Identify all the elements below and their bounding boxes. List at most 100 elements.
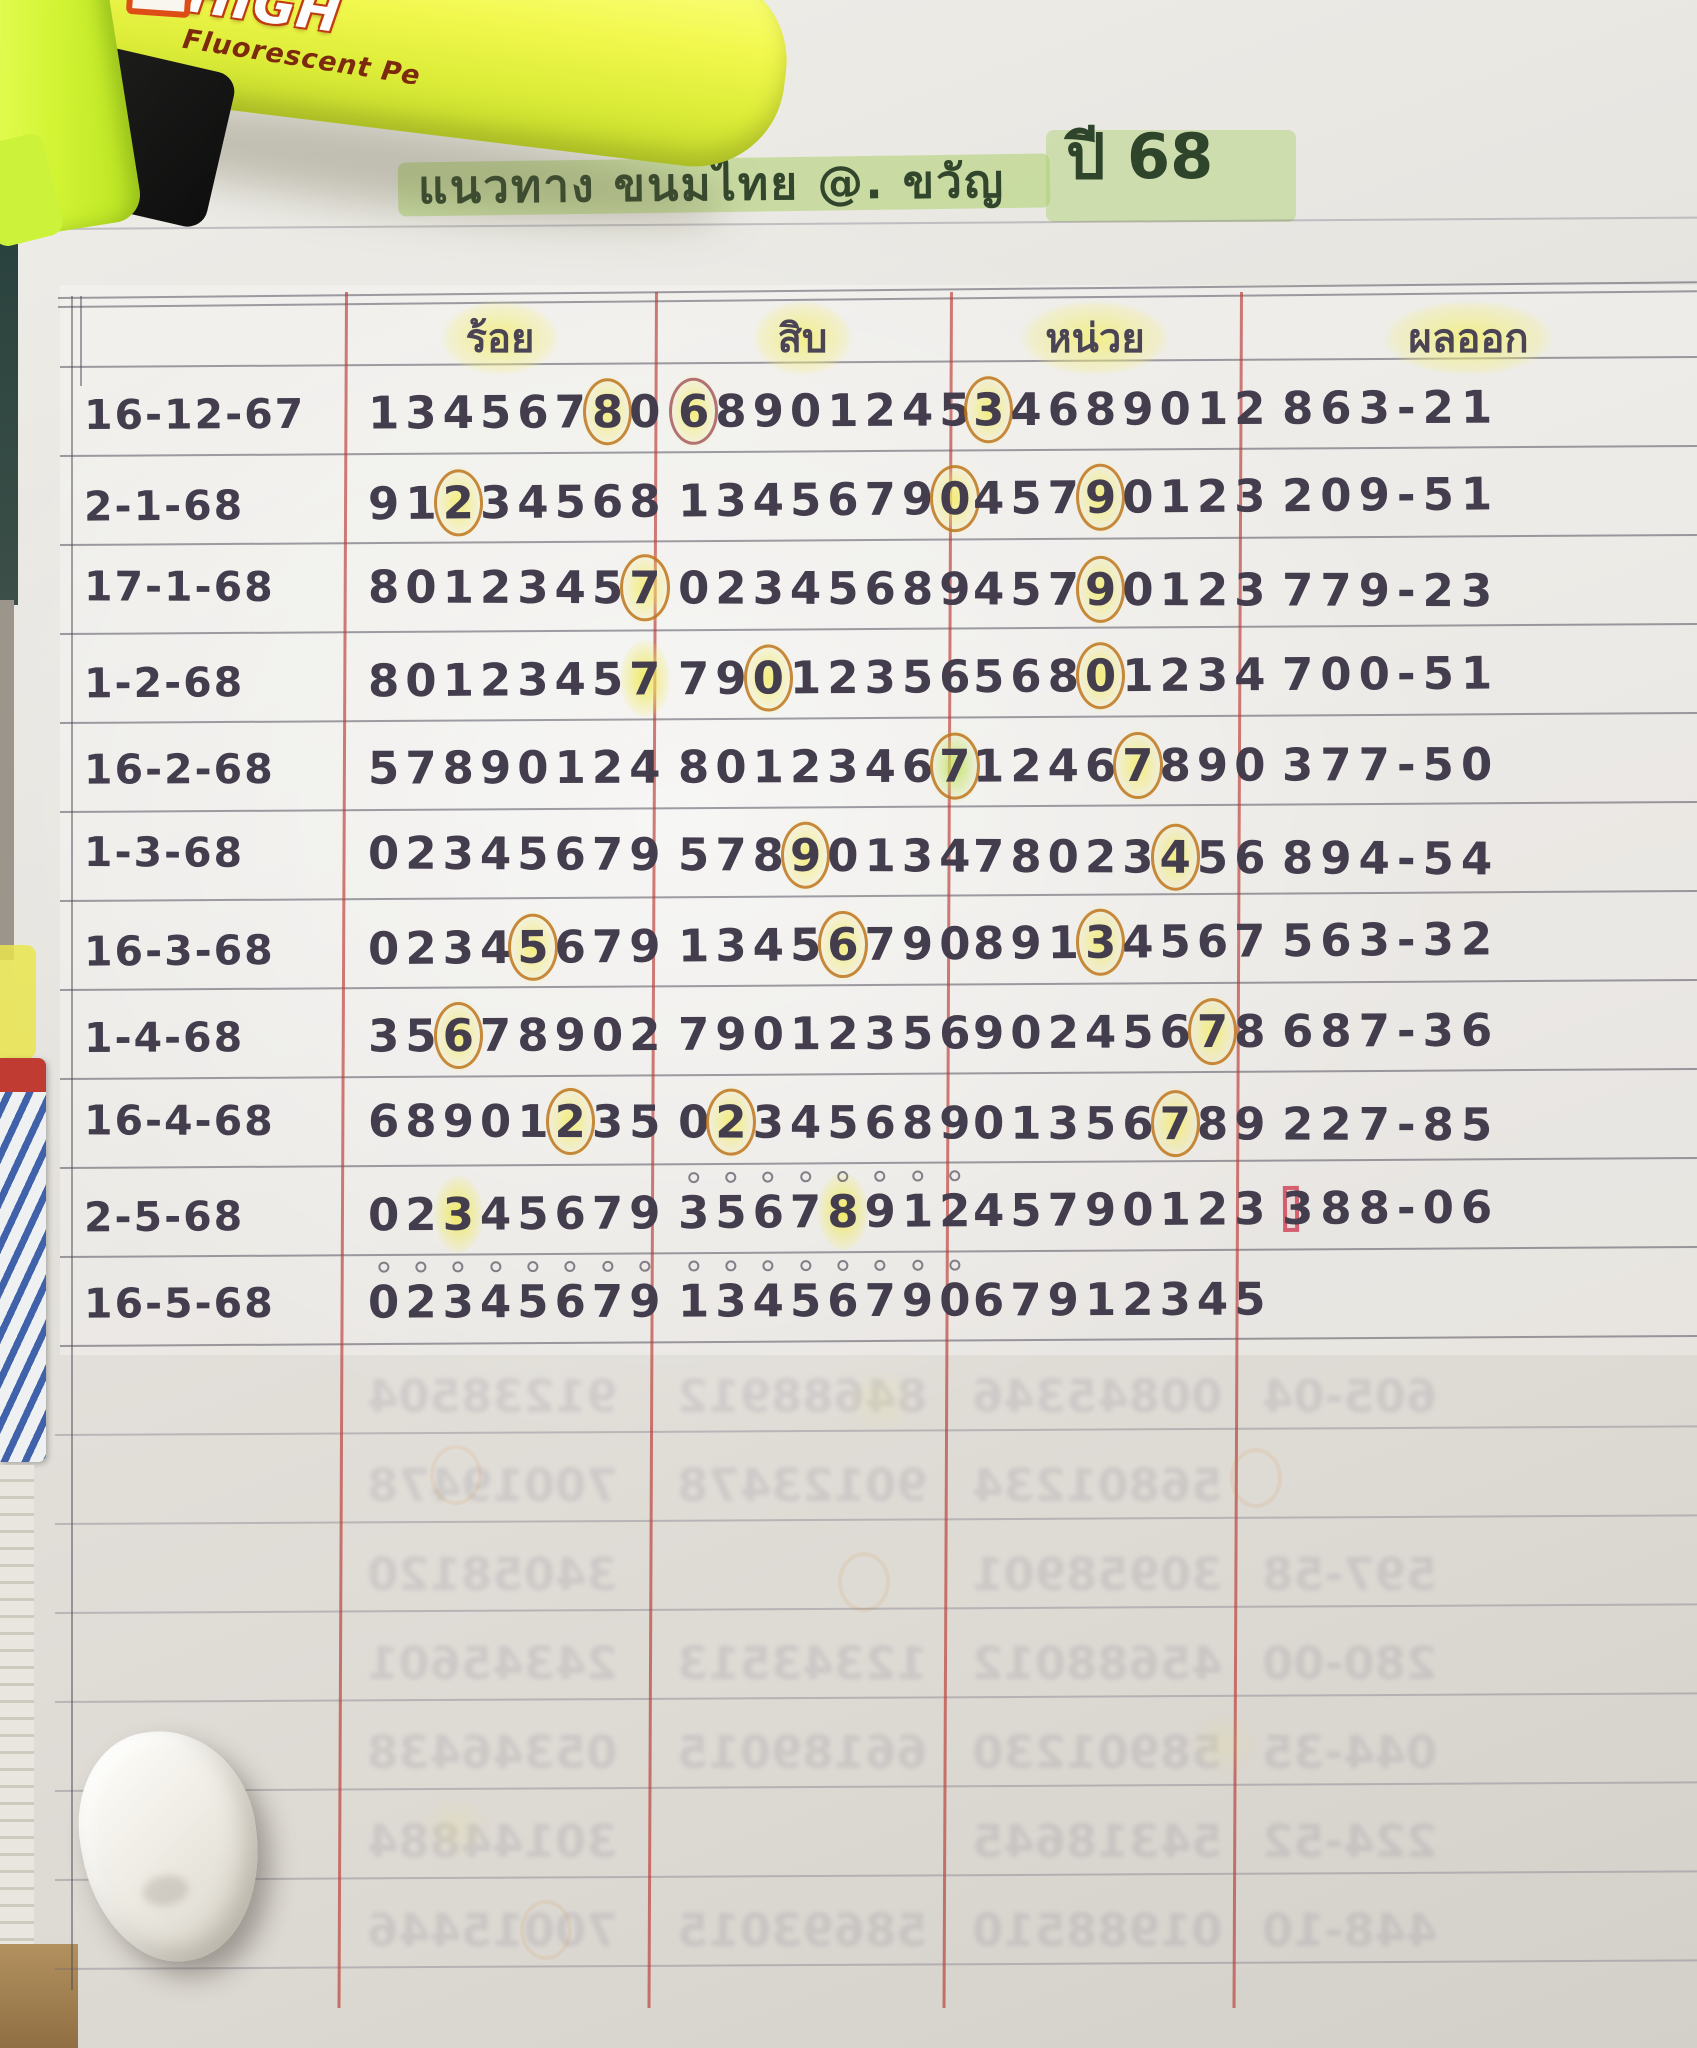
digit: 3: [442, 826, 475, 881]
digit: 3: [591, 1095, 624, 1149]
striped-tape-sticker: [0, 1058, 46, 1462]
digit: 2: [939, 1184, 971, 1238]
digit: 1: [864, 829, 897, 883]
digit: 7: [864, 917, 897, 971]
digit: 3: [1233, 1182, 1266, 1236]
digit: 7: [677, 651, 710, 706]
digit: 1: [827, 383, 859, 438]
digit: 8: [1084, 382, 1117, 436]
digit: 0: [591, 1008, 624, 1062]
result-cell: 894-54: [1281, 831, 1500, 886]
digit: 6: [1234, 831, 1266, 885]
digit: 3: [1234, 563, 1266, 617]
digit: 3: [715, 473, 747, 528]
digit: 0: [367, 826, 400, 880]
digit: 0: [1084, 649, 1117, 703]
bleed-through-mark: [430, 1445, 482, 1505]
bleed-through-text: 448-10: [1262, 1904, 1438, 1957]
bleed-through-text: 224-52: [1262, 1815, 1438, 1868]
digit: 1: [405, 476, 437, 530]
digit: 4: [789, 561, 822, 615]
digit: 1: [1122, 648, 1154, 703]
digit: 0: [405, 560, 437, 614]
digit: 9: [479, 741, 512, 795]
digit: 6: [864, 1096, 896, 1150]
digit: 3: [1047, 1096, 1080, 1150]
digit: 1: [1159, 1182, 1192, 1236]
digit: 2: [864, 383, 897, 437]
bleed-through-text: 605-04: [1262, 1370, 1438, 1423]
digit: 8: [901, 1096, 934, 1150]
digit: 9: [367, 476, 400, 531]
digit: 4: [752, 918, 785, 972]
digit: 8: [715, 384, 747, 438]
digit: 3: [442, 1275, 475, 1329]
digit: 1: [442, 560, 475, 614]
digit: 9: [715, 651, 747, 705]
bleed-through-text: 01988510: [972, 1904, 1223, 1957]
digit: 2: [715, 1095, 747, 1149]
page-title-year: ปี 68: [1066, 120, 1214, 193]
digit: 5: [1010, 562, 1042, 616]
digit: 9: [1122, 382, 1154, 436]
bleed-through-cell: 70019478: [367, 1441, 651, 1530]
digit: 5: [789, 918, 822, 972]
digit: 5: [677, 828, 710, 882]
digit: 4: [442, 385, 475, 440]
digit: 4: [789, 1095, 822, 1149]
digit: 8: [367, 560, 400, 614]
digit: 8: [972, 916, 1005, 970]
digit: 0: [1234, 738, 1266, 792]
digit: 8: [591, 385, 624, 439]
digit: 2: [479, 560, 512, 614]
table-header-row: ร้อย สิบ หน่วย ผลออก: [0, 300, 1697, 376]
bleed-through-cell: 05346438: [367, 1708, 651, 1797]
digit: 0: [1047, 830, 1080, 884]
digit: 9: [1084, 562, 1117, 616]
digit: 5: [517, 1275, 549, 1329]
digit: 6: [1047, 382, 1080, 436]
digit: 6: [827, 472, 859, 527]
digit: 8: [752, 828, 785, 882]
digit: 6: [517, 385, 549, 439]
digit: 1: [677, 474, 710, 528]
digit: 1: [1196, 382, 1229, 436]
digit: 8: [1196, 1097, 1229, 1151]
bleed-through-row: 05346438 66189015 58901230 044-35: [0, 1708, 1697, 1797]
digit: 8: [1047, 649, 1080, 703]
digit: 7: [1233, 914, 1266, 968]
digit: 7: [591, 919, 624, 974]
digit: 0: [1122, 1182, 1154, 1237]
digit: 0: [367, 921, 400, 976]
digit: 9: [1047, 1273, 1080, 1327]
digit: 9: [939, 562, 971, 616]
digit: 1: [1010, 1096, 1042, 1150]
bleed-through-text: 044-35: [1262, 1726, 1438, 1779]
digit: 3: [827, 739, 859, 794]
bleed-through-mark: [520, 1900, 572, 1960]
bleed-through-text: 66189015: [677, 1726, 928, 1779]
digit: 5: [972, 649, 1005, 704]
pen-logo-icon: [125, 0, 194, 19]
date-cell: 1-2-68: [83, 657, 245, 707]
table-row: 1-4-68 3 5 6 7 8 9 0 2 7 9 0 1 2 3 5 6 9 0 2 4 5 6 7 8 687-36: [0, 985, 1697, 1083]
digit: 6: [972, 1273, 1005, 1327]
digit: 0: [972, 1096, 1005, 1150]
digit: 7: [554, 385, 587, 439]
digit: 8: [628, 474, 661, 528]
digit: 1: [1159, 470, 1192, 524]
bleed-through-text: 70015446: [367, 1904, 618, 1957]
digit: 2: [629, 1007, 661, 1062]
digit: 4: [554, 652, 587, 707]
digit: 1: [677, 919, 710, 973]
bleed-through-text: 91238504: [367, 1370, 618, 1423]
digit: 5: [479, 385, 512, 439]
digit: 0: [827, 828, 859, 883]
